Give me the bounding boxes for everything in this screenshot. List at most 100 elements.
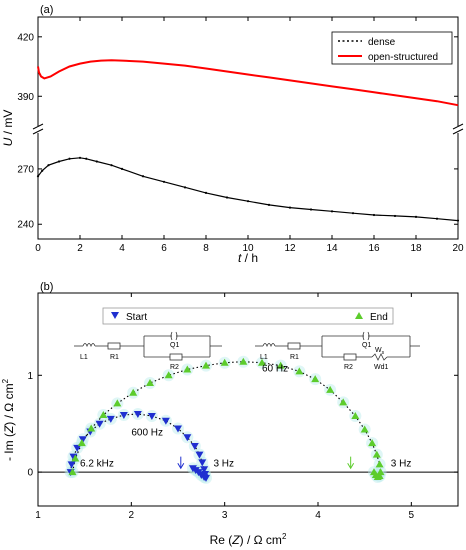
circuit-1-labels: L1 R1 Q1 R2: [80, 342, 179, 371]
series-dense-point: [456, 219, 460, 222]
frequency-annotation: 60 Hz: [262, 363, 288, 374]
panel-b-x-label-var: Z: [231, 533, 240, 547]
panel-b-x-axis-label: Re (Z) / Ω cm2: [210, 532, 287, 547]
panel-a-y-ticks: 390 420 240 270: [17, 32, 458, 231]
series-end-point: [326, 385, 335, 393]
legend-open-structured-label: open-structured: [368, 52, 438, 63]
series-end-point: [68, 468, 77, 476]
series-end-point: [376, 468, 385, 476]
series-end-point: [220, 358, 229, 366]
series-start-point: [200, 466, 209, 474]
panel-b-y-axis-label: - Im (Z) / Ω cm2: [1, 378, 16, 461]
panel-b-x-ticks: 1 2 3 4 5: [35, 293, 415, 521]
panel-b-y-label-var: Z: [2, 425, 16, 434]
series-dense-point: [120, 167, 124, 170]
circuit-2-label-w: W: [375, 347, 382, 354]
panel-a-axis-break-left: [32, 123, 44, 135]
panel-a-y-tick-label: 390: [17, 92, 34, 103]
series-dense-point: [41, 169, 44, 172]
series-end-point: [87, 424, 96, 432]
panel-a-x-tick-label: 2: [77, 243, 83, 254]
legend-end-marker: [355, 312, 363, 319]
circuit-2-label-s: s: [382, 350, 385, 356]
panel-a-x-tick-label: 6: [161, 243, 167, 254]
panel-a-axis-break-right: [452, 123, 464, 135]
frequency-annotation: 6.2 kHz: [80, 458, 114, 469]
series-start-point: [78, 436, 87, 444]
panel-b-legend-box: [102, 307, 394, 325]
frequency-annotation: 3 Hz: [391, 458, 412, 469]
panel-a-x-tick-label: 0: [35, 243, 41, 254]
series-dense-point: [68, 157, 71, 160]
series-dense-point: [351, 212, 355, 215]
panel-a: (a) 0 2 4 6 8 10 12 14 16 18 20 390 420 240 270 dense…: [1, 4, 464, 265]
series-end-point: [339, 398, 348, 406]
panel-a-y-tick-label: 270: [17, 164, 34, 175]
panel-b-x-tick-label: 2: [129, 510, 135, 521]
frequency-arrow-head: [177, 462, 185, 470]
series-end-point: [183, 365, 192, 373]
series-dense-point: [78, 156, 82, 159]
series-start-point: [161, 417, 170, 425]
series-dense-point: [95, 160, 98, 163]
series-start-point: [95, 420, 104, 428]
panel-a-plot-area: [36, 59, 460, 222]
panel-a-x-tick-label: 10: [242, 243, 254, 254]
series-end-point: [375, 460, 384, 468]
panel-b-y-tick-label: 0: [27, 468, 33, 479]
panel-b-x-label-part1: Re (: [210, 533, 233, 547]
panel-a-legend: dense open-structured: [331, 31, 453, 65]
series-end-point: [295, 367, 304, 375]
series-start-point: [133, 411, 142, 419]
series-dense-point: [162, 180, 166, 183]
panel-b-y-label-part3: ) / Ω cm: [2, 383, 16, 425]
series-dense-point: [330, 210, 334, 213]
series-dense-point: [225, 196, 229, 199]
panel-a-y-tick-label: 420: [17, 32, 34, 43]
circuit-2-label-ws: Ws: [375, 347, 385, 356]
circuit-2-label-r1: R1: [290, 354, 299, 361]
series-dense-point: [435, 217, 439, 220]
panel-b-x-label-part3: ) / Ω cm: [240, 533, 282, 547]
warburg-wd1-symbol: [371, 353, 388, 361]
series-start-point: [188, 465, 197, 473]
inductor-l1-symbol: [82, 343, 96, 348]
inductor-l1-symbol-2: [262, 343, 276, 348]
panel-a-y-unit: / mV: [1, 110, 15, 138]
circuit-2-label-r2: R2: [344, 364, 353, 371]
panel-b-x-label-sup: 2: [282, 532, 287, 541]
panel-a-legend-box: [331, 31, 453, 65]
panel-a-x-tick-label: 14: [326, 243, 338, 254]
series-dense-point: [47, 164, 50, 167]
series-end-point: [360, 425, 369, 433]
series-end-point: [370, 468, 378, 476]
series-end-point: [368, 439, 377, 447]
circuit-diagram-1: [74, 331, 222, 361]
series-end-point: [113, 399, 122, 407]
series-dense-point: [246, 200, 250, 203]
circuit-1-label-r1: R1: [110, 354, 119, 361]
series-dense-point: [57, 160, 61, 163]
panel-b-x-tick-label: 1: [35, 510, 41, 521]
series-dense-point: [414, 215, 418, 218]
series-start-point: [106, 415, 115, 423]
panel-b-x-tick-label: 3: [222, 510, 228, 521]
series-start-point: [119, 411, 128, 419]
panel-b-legend: Start End: [102, 307, 394, 325]
resistor-r2-symbol: [169, 353, 183, 361]
panel-a-x-tick-label: 18: [410, 243, 422, 254]
series-dense-point: [204, 191, 208, 194]
circuit-2-label-wd1: Wd1: [374, 364, 389, 371]
series-end-point: [99, 410, 108, 418]
series-dense-point: [309, 208, 313, 211]
series-end-point: [164, 371, 173, 379]
series-dense-point: [141, 175, 145, 178]
circuit-2-labels: L1 R1 Q1 R2 Ws Wd1: [260, 342, 389, 371]
series-start-point: [195, 451, 204, 459]
series-dense-point: [85, 157, 88, 160]
panel-b-y-label-sup: 2: [1, 378, 10, 383]
series-start-point: [183, 434, 192, 442]
series-start-point: [174, 425, 182, 433]
series-dense-line: [37, 157, 459, 222]
